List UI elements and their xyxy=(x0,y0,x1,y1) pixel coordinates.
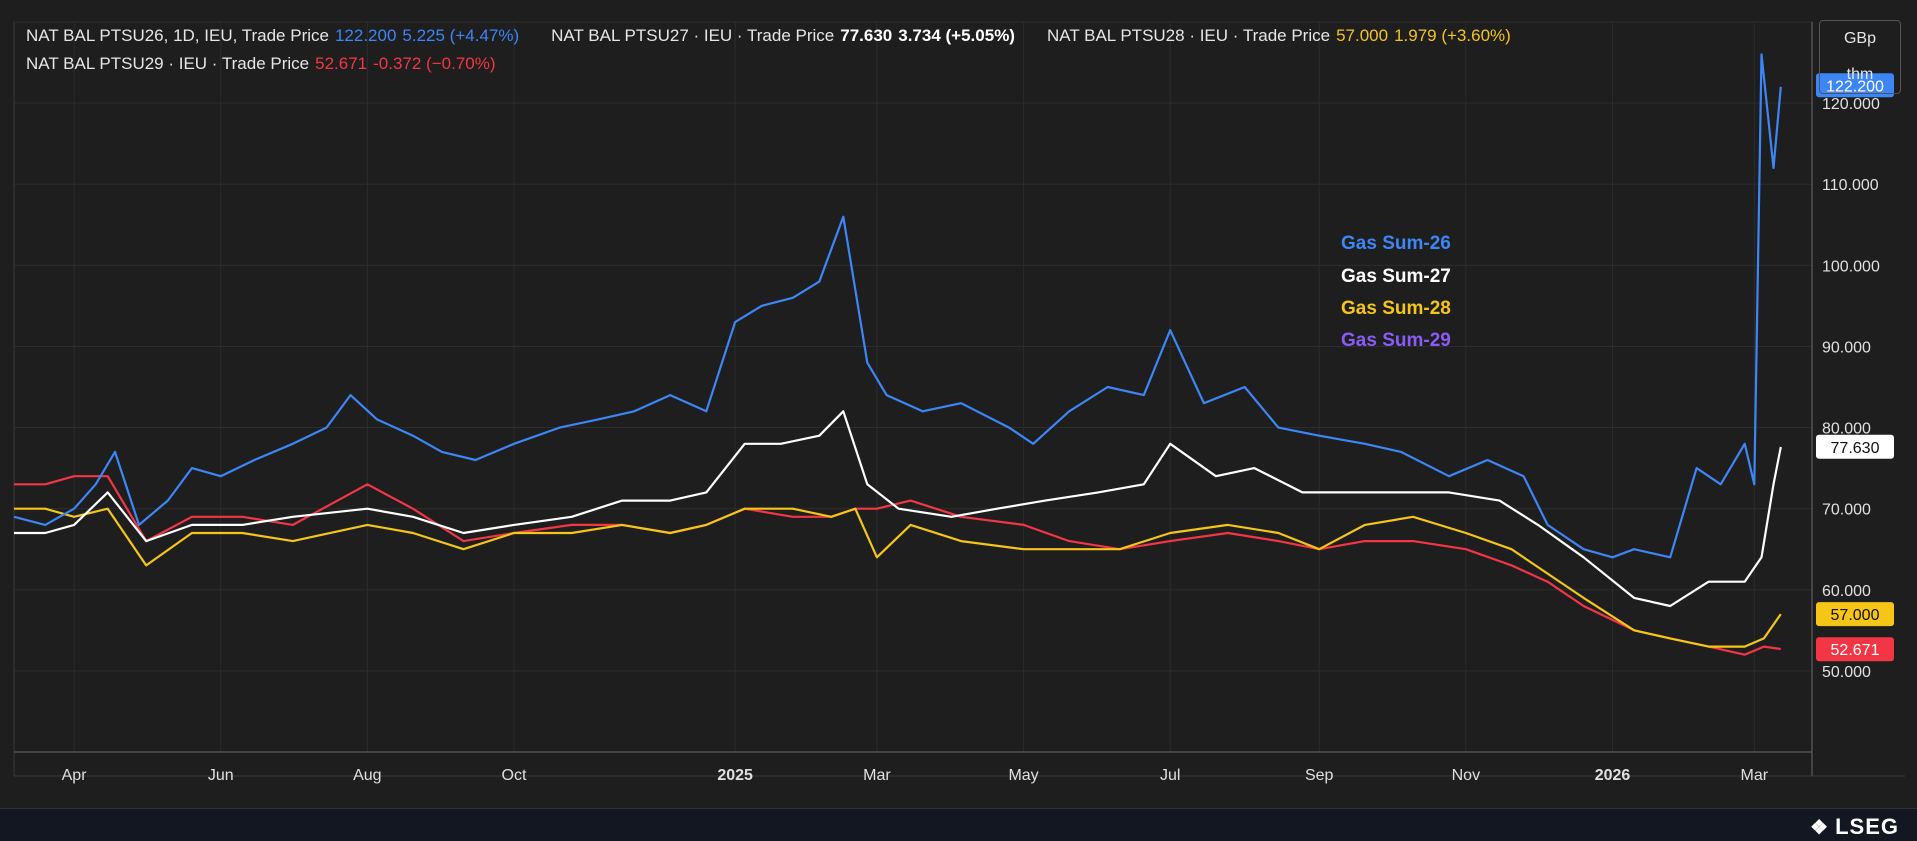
x-tick-label: Jul xyxy=(1160,767,1180,784)
x-tick-label: Aug xyxy=(353,767,381,784)
header-series-change: 1.979 (+3.60%) xyxy=(1394,26,1511,45)
x-tick-label: Mar xyxy=(863,767,891,784)
legend-item-sum26: Gas Sum-26 xyxy=(1341,233,1451,254)
lseg-logo-icon: ❖ xyxy=(1810,817,1830,839)
y-tick-label: 70.000 xyxy=(1822,502,1871,519)
x-tick-label: Jun xyxy=(208,767,234,784)
price-chart: 50.000 60.000 70.000 80.000 90.000 100.000 110… xyxy=(13,21,1905,784)
y-tick-label: 90.000 xyxy=(1822,339,1871,356)
y-tick-label: 60.000 xyxy=(1822,583,1871,600)
x-tick-label: 2026 xyxy=(1595,767,1631,784)
series-line-sum27 xyxy=(14,410,1782,608)
last-value-tag-sum28: 57.000 xyxy=(1831,607,1880,624)
x-tick-label: Sep xyxy=(1305,767,1334,784)
legend-item-sum27: Gas Sum-27 xyxy=(1341,266,1451,287)
unit-selector[interactable]: GBp thm xyxy=(1819,20,1901,94)
header-row-1: NAT BAL PTSU26, 1D, IEU, Trade Price 122.… xyxy=(26,26,1517,46)
header-series-change: 5.225 (+4.47%) xyxy=(402,26,520,45)
header-series-name: NAT BAL PTSU28 · IEU · Trade Price xyxy=(1046,26,1331,45)
header-series-name: NAT BAL PTSU29 · IEU · Trade Price xyxy=(26,54,310,73)
plot-area xyxy=(14,22,1812,752)
header-series-name: NAT BAL PTSU27 · IEU · Trade Price xyxy=(551,26,835,45)
header-series-value: 122.200 xyxy=(334,26,397,45)
last-value-tag-sum27-bg xyxy=(1816,434,1894,459)
header-series-name: NAT BAL PTSU26, 1D, IEU, Trade Price xyxy=(26,26,329,45)
unit-volume: thm xyxy=(1846,66,1874,83)
header-series-change: 3.734 (+5.05%) xyxy=(898,26,1015,45)
last-value-tag-sum29-bg xyxy=(1816,637,1894,662)
footer-bar: ❖ LSEG xyxy=(0,808,1917,841)
header-series-value: 77.630 xyxy=(840,26,893,45)
brand-logo: ❖ LSEG xyxy=(1810,814,1899,840)
series-line-sum28 xyxy=(14,507,1782,648)
last-value-tag-sum29: 52.671 xyxy=(1831,642,1880,659)
x-tick-label: 2025 xyxy=(717,767,753,784)
header-series-change: -0.372 (−0.70%) xyxy=(373,54,496,73)
x-tick-label: Nov xyxy=(1452,767,1480,784)
header-series-value: 52.671 xyxy=(315,54,368,73)
last-value-tag-sum26: 122.200 xyxy=(1826,78,1884,95)
header-row-2: NAT BAL PTSU29 · IEU · Trade Price 52.671… xyxy=(26,54,502,74)
x-tick-label: May xyxy=(1008,767,1038,784)
chart-frame: 50.000 60.000 70.000 80.000 90.000 100.000 110… xyxy=(0,0,1917,808)
last-value-tag-sum26-bg xyxy=(1816,73,1894,98)
unit-currency: GBp xyxy=(1843,30,1876,47)
y-tick-label: 50.000 xyxy=(1822,664,1871,681)
y-tick-label: 120.000 xyxy=(1822,96,1880,113)
header-series-value: 57.000 xyxy=(1336,26,1389,45)
series-line-sum26 xyxy=(13,53,1782,559)
y-tick-label: 110.000 xyxy=(1822,177,1879,194)
y-tick-label: 80.000 xyxy=(1822,421,1871,438)
x-tick-label: Oct xyxy=(502,767,527,784)
last-value-tag-sum28-bg xyxy=(1816,602,1894,627)
x-tick-label: Mar xyxy=(1741,767,1769,784)
x-tick-label: Apr xyxy=(62,767,88,784)
legend-item-sum29: Gas Sum-29 xyxy=(1341,330,1451,351)
y-tick-label: 100.000 xyxy=(1822,258,1880,275)
last-value-tag-sum27: 77.630 xyxy=(1831,440,1880,457)
brand-name: LSEG xyxy=(1835,814,1899,839)
legend-item-sum28: Gas Sum-28 xyxy=(1341,298,1451,319)
